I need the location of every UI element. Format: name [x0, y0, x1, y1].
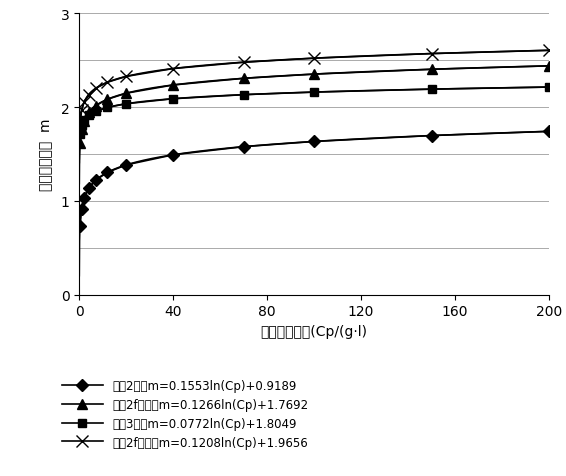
- 毛坝3井：m=0.0772ln(Cp)+1.8049: [546, 85, 552, 91]
- 普光2f上段：m=0.1208ln(Cp)+1.9656: [170, 67, 177, 72]
- 普光2f下段：m=0.1266ln(Cp)+1.7692: [92, 104, 99, 109]
- 普光2f上段：m=0.1208ln(Cp)+1.9656: [78, 108, 85, 114]
- 毛坝3井：m=0.0772ln(Cp)+1.8049: [240, 93, 247, 99]
- 毛坝2井：m=0.1553ln(Cp)+0.9189: [104, 170, 111, 176]
- X-axis label: 地层水矿化度(Cp/(g·l): 地层水矿化度(Cp/(g·l): [260, 324, 368, 338]
- 普光2f下段：m=0.1266ln(Cp)+1.7692: [546, 64, 552, 69]
- 毛坝2井：m=0.1553ln(Cp)+0.9189: [92, 178, 99, 184]
- 普光2f下段：m=0.1266ln(Cp)+1.7692: [240, 76, 247, 82]
- 毛坝2井：m=0.1553ln(Cp)+0.9189: [240, 145, 247, 150]
- 毛坝2井：m=0.1553ln(Cp)+0.9189: [428, 133, 435, 139]
- 普光2f下段：m=0.1266ln(Cp)+1.7692: [311, 72, 318, 78]
- 毛坝2井：m=0.1553ln(Cp)+0.9189: [170, 153, 177, 159]
- 普光2f上段：m=0.1208ln(Cp)+1.9656: [76, 122, 83, 128]
- 毛坝2井：m=0.1553ln(Cp)+0.9189: [546, 129, 552, 135]
- 毛坝2井：m=0.1553ln(Cp)+0.9189: [311, 139, 318, 145]
- 普光2f上段：m=0.1208ln(Cp)+1.9656: [240, 60, 247, 66]
- 普光2f上段：m=0.1208ln(Cp)+1.9656: [428, 51, 435, 57]
- 普光2f下段：m=0.1266ln(Cp)+1.7692: [123, 91, 130, 97]
- 毛坝3井：m=0.0772ln(Cp)+1.8049: [76, 132, 83, 138]
- 毛坝2井：m=0.1553ln(Cp)+0.9189: [123, 163, 130, 169]
- 毛坝3井：m=0.0772ln(Cp)+1.8049: [428, 87, 435, 93]
- Line: 普光2f下段：m=0.1266ln(Cp)+1.7692: 普光2f下段：m=0.1266ln(Cp)+1.7692: [75, 62, 554, 149]
- 毛坝3井：m=0.0772ln(Cp)+1.8049: [80, 119, 87, 124]
- 普光2f上段：m=0.1208ln(Cp)+1.9656: [123, 74, 130, 80]
- Y-axis label: 孔隙结构指数  m: 孔隙结构指数 m: [40, 119, 54, 191]
- 毛坝2井：m=0.1553ln(Cp)+0.9189: [78, 206, 85, 212]
- 普光2f上段：m=0.1208ln(Cp)+1.9656: [104, 80, 111, 86]
- Line: 毛坝3井：m=0.0772ln(Cp)+1.8049: 毛坝3井：m=0.0772ln(Cp)+1.8049: [76, 84, 553, 139]
- 毛坝3井：m=0.0772ln(Cp)+1.8049: [92, 109, 99, 115]
- 普光2f下段：m=0.1266ln(Cp)+1.7692: [78, 127, 85, 132]
- 普光2f下段：m=0.1266ln(Cp)+1.7692: [104, 97, 111, 103]
- Line: 毛坝2井：m=0.1553ln(Cp)+0.9189: 毛坝2井：m=0.1553ln(Cp)+0.9189: [76, 128, 553, 231]
- 毛坝3井：m=0.0772ln(Cp)+1.8049: [311, 90, 318, 96]
- 毛坝3井：m=0.0772ln(Cp)+1.8049: [104, 105, 111, 111]
- 毛坝2井：m=0.1553ln(Cp)+0.9189: [85, 186, 92, 192]
- 普光2f上段：m=0.1208ln(Cp)+1.9656: [311, 56, 318, 62]
- 毛坝2井：m=0.1553ln(Cp)+0.9189: [76, 224, 83, 229]
- 普光2f下段：m=0.1266ln(Cp)+1.7692: [170, 83, 177, 89]
- 普光2f上段：m=0.1208ln(Cp)+1.9656: [85, 92, 92, 98]
- 毛坝3井：m=0.0772ln(Cp)+1.8049: [85, 113, 92, 119]
- Line: 普光2f上段：m=0.1208ln(Cp)+1.9656: 普光2f上段：m=0.1208ln(Cp)+1.9656: [74, 46, 555, 130]
- 普光2f上段：m=0.1208ln(Cp)+1.9656: [80, 100, 87, 106]
- 毛坝3井：m=0.0772ln(Cp)+1.8049: [78, 123, 85, 129]
- 普光2f下段：m=0.1266ln(Cp)+1.7692: [428, 67, 435, 73]
- 毛坝3井：m=0.0772ln(Cp)+1.8049: [123, 102, 130, 108]
- 普光2f下段：m=0.1266ln(Cp)+1.7692: [85, 110, 92, 116]
- 毛坝3井：m=0.0772ln(Cp)+1.8049: [170, 97, 177, 102]
- 普光2f上段：m=0.1208ln(Cp)+1.9656: [546, 49, 552, 54]
- 普光2f下段：m=0.1266ln(Cp)+1.7692: [80, 119, 87, 124]
- 普光2f上段：m=0.1208ln(Cp)+1.9656: [92, 86, 99, 92]
- Legend: 毛坝2井：m=0.1553ln(Cp)+0.9189, 普光2f下段：m=0.1266ln(Cp)+1.7692, 毛坝3井：m=0.0772ln(Cp)+1.: 毛坝2井：m=0.1553ln(Cp)+0.9189, 普光2f下段：m=0.1…: [62, 380, 308, 449]
- 毛坝2井：m=0.1553ln(Cp)+0.9189: [80, 196, 87, 202]
- 普光2f下段：m=0.1266ln(Cp)+1.7692: [76, 141, 83, 147]
